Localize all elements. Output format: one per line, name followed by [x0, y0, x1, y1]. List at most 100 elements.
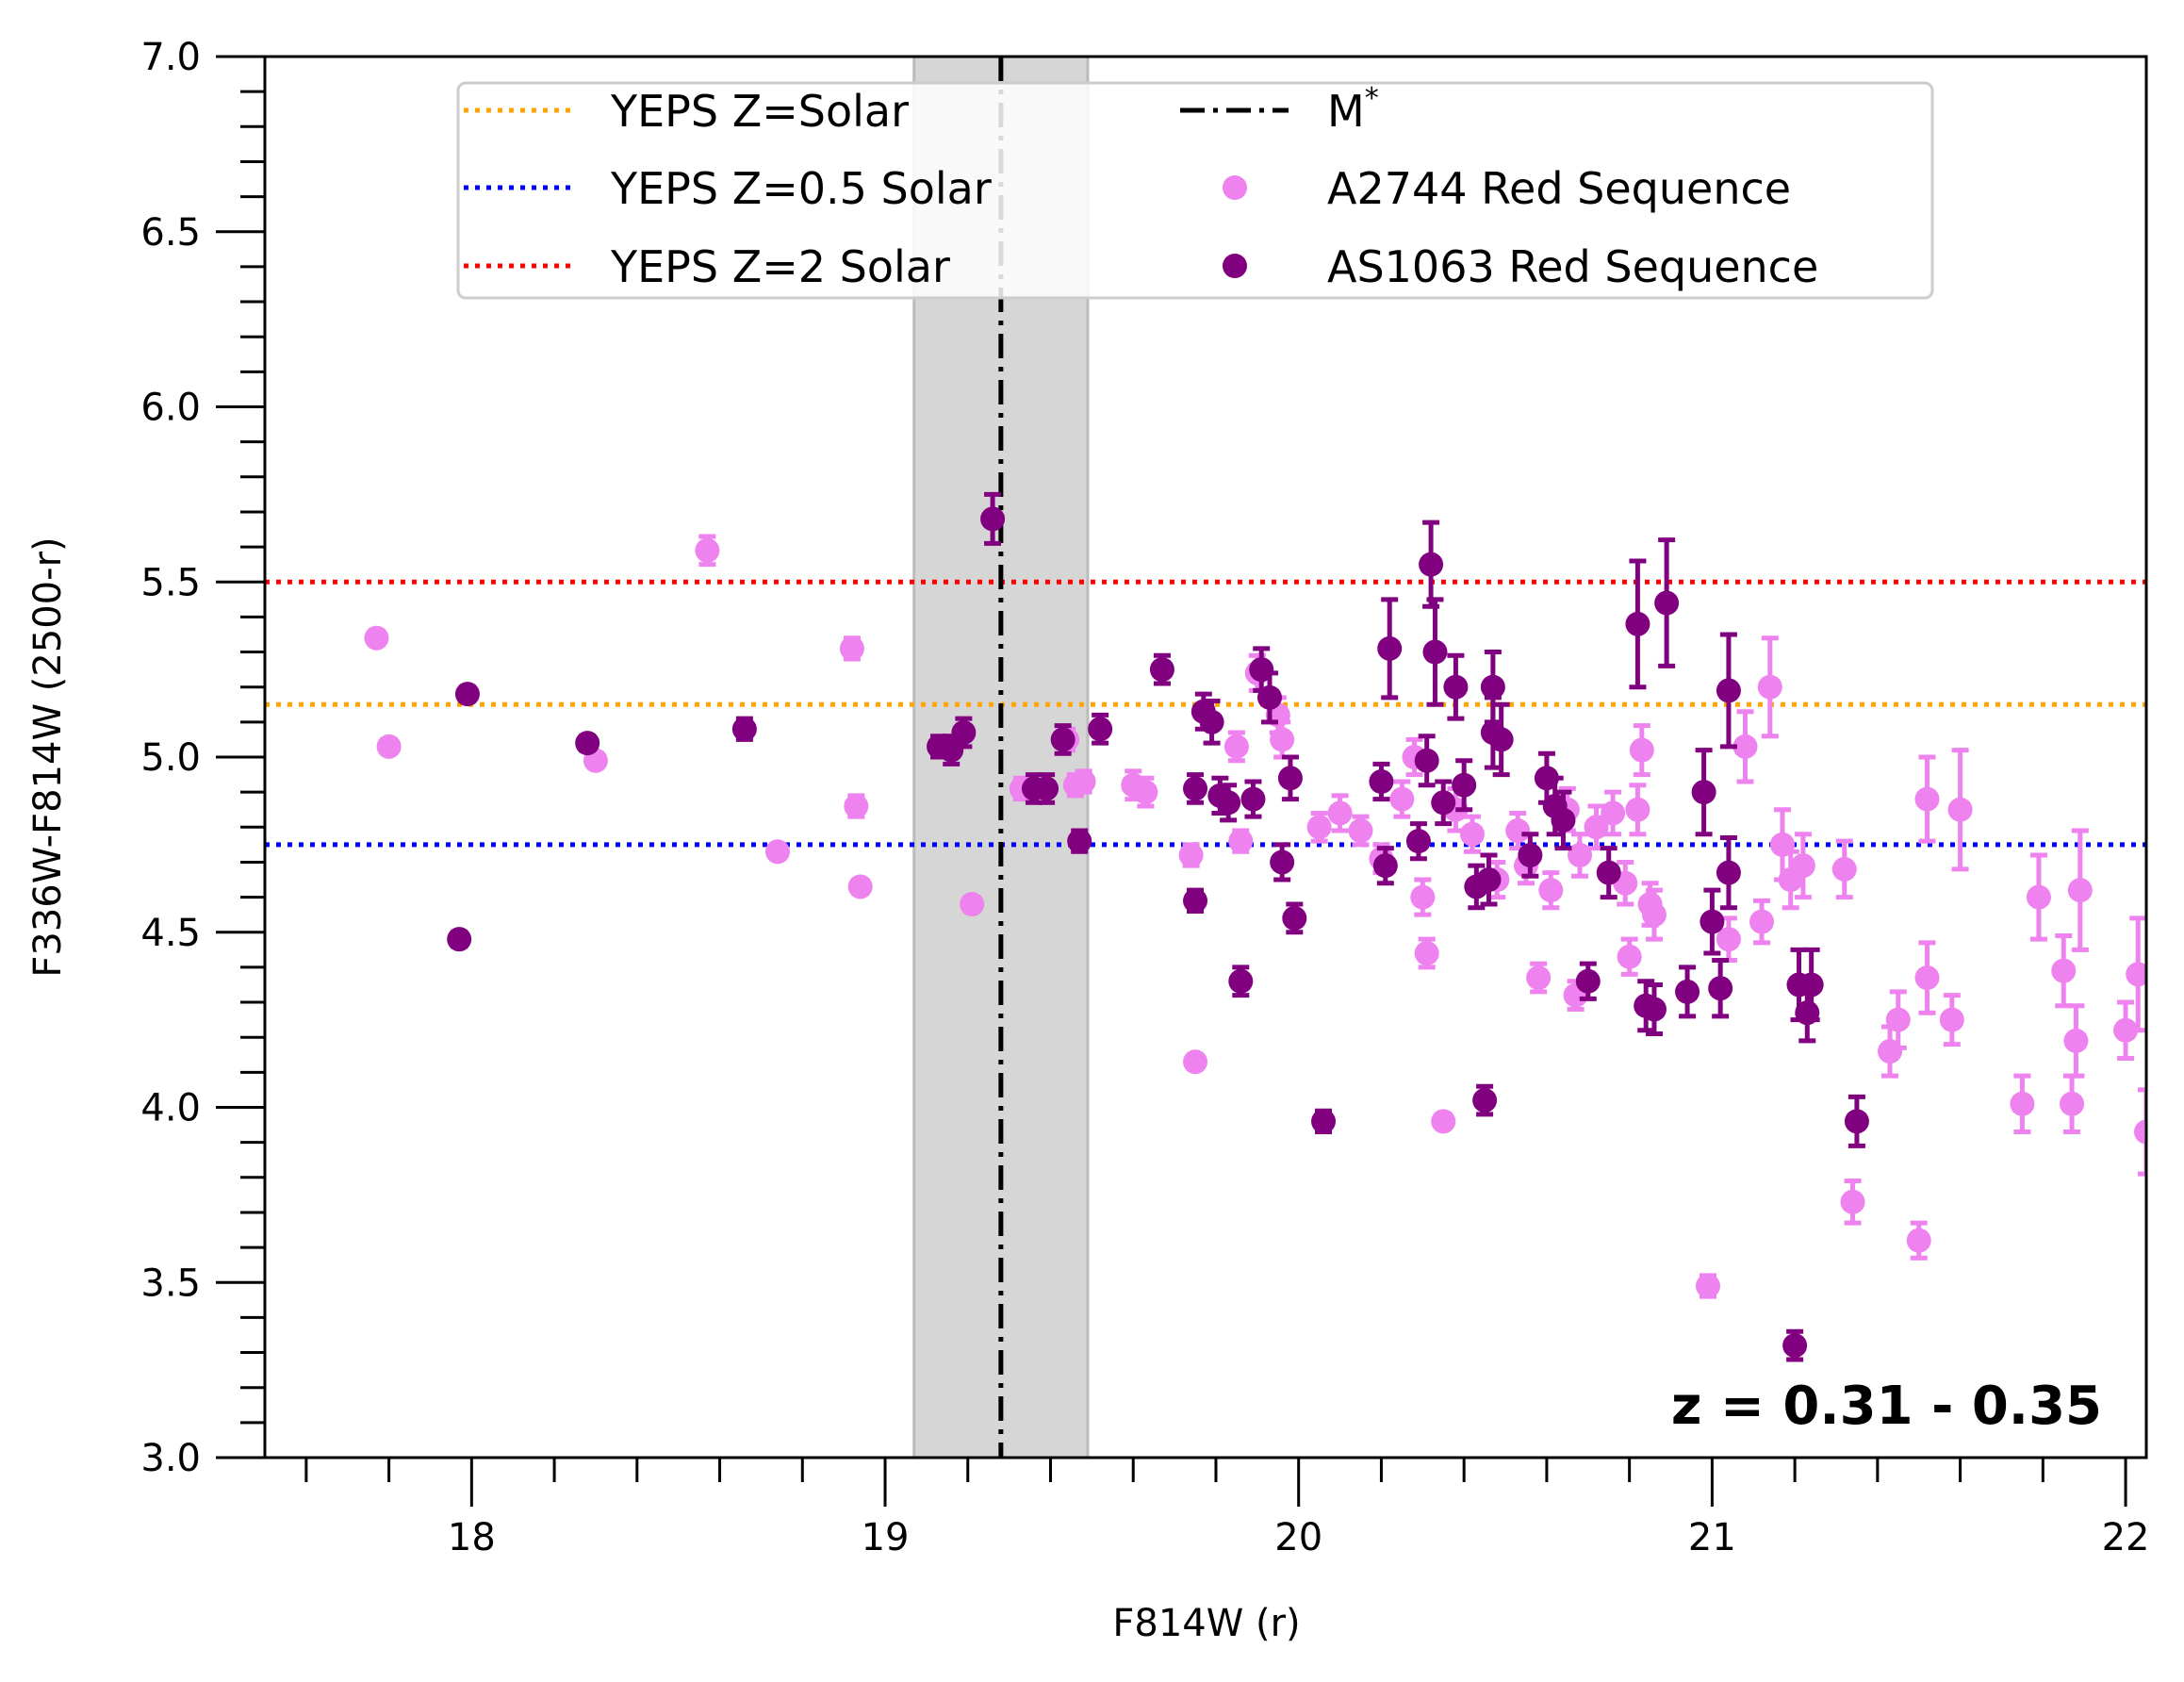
- data-point: [1270, 727, 1295, 752]
- data-point: [1641, 997, 1667, 1022]
- data-point: [1369, 769, 1394, 795]
- data-point: [980, 506, 1006, 532]
- legend-label-as1063: AS1063 Red Sequence: [1327, 241, 1818, 292]
- x-tick-label: 19: [862, 1516, 910, 1559]
- legend-label-yeps-2-solar: YEPS Z=2 Solar: [610, 241, 950, 292]
- data-point: [1431, 790, 1456, 816]
- data-point: [2060, 1091, 2085, 1116]
- data-point: [1270, 849, 1295, 875]
- data-point: [1625, 797, 1650, 822]
- x-tick-label: 21: [1688, 1516, 1736, 1559]
- mstar-base: M: [1327, 86, 1365, 137]
- data-point: [695, 537, 720, 563]
- data-point: [1327, 800, 1353, 826]
- data-point: [1885, 1007, 1911, 1032]
- data-point: [1348, 818, 1373, 844]
- y-tick-label: 5.0: [140, 736, 201, 780]
- data-point: [1372, 853, 1398, 879]
- data-point: [1625, 611, 1650, 636]
- data-point: [1947, 797, 1973, 822]
- data-point: [844, 794, 869, 819]
- data-point: [1526, 965, 1552, 991]
- data-point: [960, 892, 985, 917]
- data-point: [1277, 766, 1303, 791]
- mstar-superscript: *: [1365, 82, 1379, 115]
- data-point: [1732, 734, 1758, 759]
- data-point: [1906, 1228, 1931, 1253]
- data-point: [1831, 856, 1857, 882]
- y-tick-label: 7.0: [140, 36, 201, 79]
- data-point: [1488, 727, 1514, 752]
- data-point: [1914, 965, 1940, 991]
- data-point: [764, 839, 790, 865]
- data-point: [1459, 821, 1485, 847]
- y-tick-label: 3.5: [140, 1262, 201, 1305]
- data-point: [2126, 962, 2146, 987]
- data-point: [2026, 884, 2051, 910]
- data-point: [1629, 737, 1654, 763]
- x-tick-label: 22: [2102, 1516, 2150, 1559]
- data-point: [1782, 1333, 1808, 1359]
- y-axis-title: F336W-F814W (2500-r): [26, 536, 70, 977]
- data-point: [1939, 1007, 1964, 1032]
- data-point: [1228, 829, 1254, 854]
- data-point: [1228, 968, 1254, 994]
- data-point: [1389, 786, 1415, 812]
- series-as1063-red-sequence: [447, 491, 1869, 1362]
- data-point: [376, 734, 402, 759]
- data-point: [731, 717, 757, 742]
- axes: 3.0 3.5 4.0 4.5 5.0 5.5 6.0 6.5 7.0 18 19 20 21 22: [140, 36, 2149, 1559]
- y-tick-label: 4.0: [140, 1087, 201, 1130]
- data-point: [454, 682, 480, 707]
- data-point: [1518, 843, 1543, 868]
- data-point: [1199, 709, 1224, 734]
- data-point: [1422, 639, 1448, 665]
- data-point: [1844, 1109, 1869, 1134]
- data-point: [1476, 867, 1502, 893]
- data-point: [1410, 884, 1436, 910]
- data-point: [1414, 941, 1439, 966]
- data-point: [575, 731, 600, 756]
- data-point: [1584, 815, 1609, 840]
- data-point: [1675, 979, 1700, 1004]
- data-point: [1798, 972, 1824, 998]
- x-axis-title: F814W (r): [1112, 1602, 1300, 1645]
- data-point: [1840, 1189, 1865, 1214]
- y-tick-label: 6.0: [140, 387, 201, 430]
- data-point: [1472, 1088, 1498, 1113]
- data-point: [1700, 909, 1725, 934]
- x-tick-label: 18: [448, 1516, 496, 1559]
- data-point: [1311, 1109, 1337, 1134]
- legend-label-mstar: M*: [1327, 82, 1379, 137]
- data-point: [951, 719, 977, 745]
- data-point: [2010, 1091, 2035, 1116]
- legend-swatch-a2744: [1223, 175, 1247, 200]
- data-point: [2051, 958, 2077, 983]
- data-point: [1695, 1273, 1720, 1298]
- data-point: [1071, 769, 1096, 795]
- redshift-annotation: z = 0.31 - 0.35: [1671, 1376, 2102, 1437]
- y-tick-label: 6.5: [140, 211, 201, 255]
- data-point: [1306, 815, 1332, 840]
- data-point: [1088, 717, 1113, 742]
- data-point: [1256, 684, 1282, 710]
- data-point: [2063, 1028, 2089, 1053]
- data-point: [1716, 860, 1741, 885]
- data-point: [1223, 734, 1249, 759]
- data-point: [1443, 674, 1469, 700]
- data-point: [1575, 968, 1601, 994]
- data-point: [2134, 1119, 2146, 1145]
- legend: YEPS Z=Solar YEPS Z=0.5 Solar YEPS Z=2 S…: [456, 81, 1934, 300]
- data-point: [1240, 786, 1266, 812]
- series-a2744-red-sequence: [364, 534, 2146, 1299]
- data-point: [1419, 552, 1444, 577]
- legend-label-yeps-solar: YEPS Z=Solar: [610, 86, 909, 137]
- data-point: [839, 635, 864, 661]
- data-point: [1183, 1049, 1208, 1075]
- data-point: [939, 737, 964, 763]
- data-point: [364, 625, 389, 651]
- data-point: [1183, 776, 1208, 801]
- y-tick-label: 4.5: [140, 912, 201, 955]
- x-tick-label: 20: [1274, 1516, 1322, 1559]
